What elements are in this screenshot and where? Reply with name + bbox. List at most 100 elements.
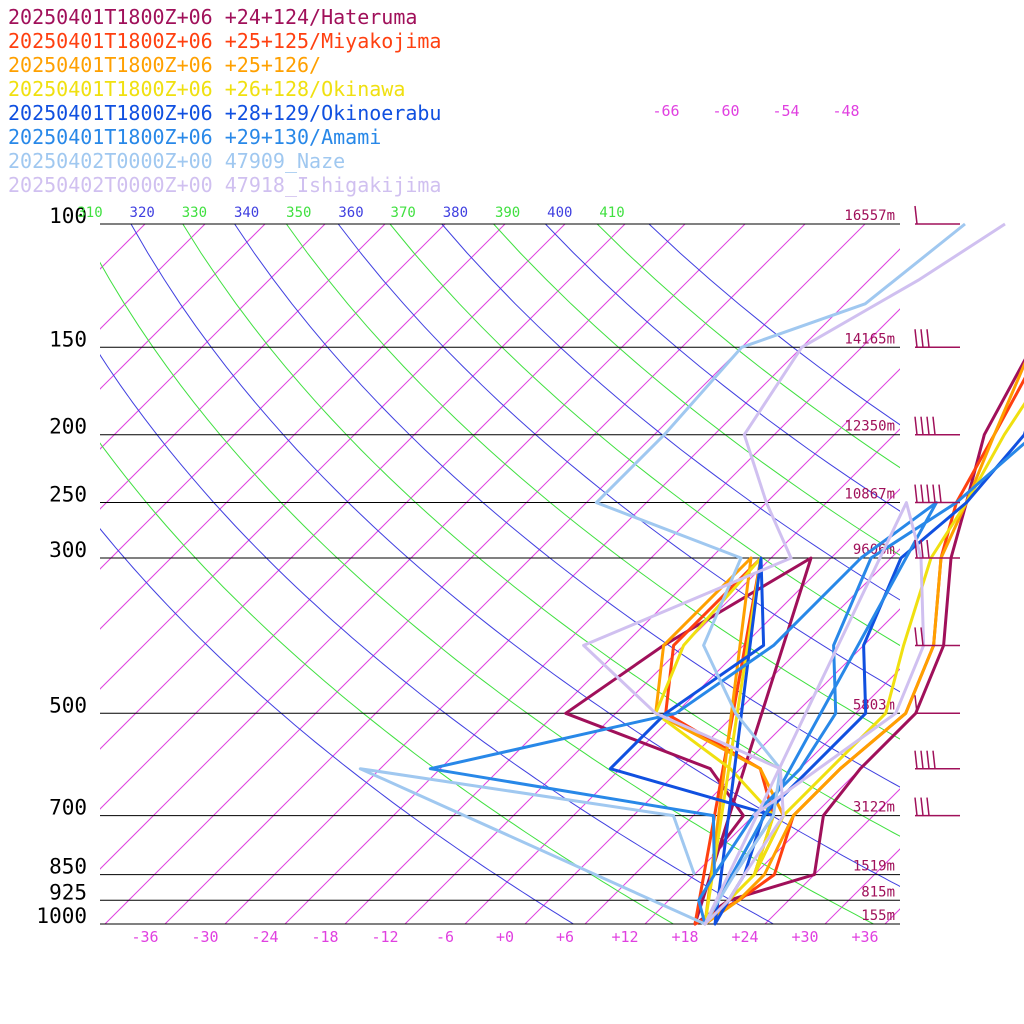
- wind-barb-feather: [914, 329, 918, 348]
- temperature-tick-label: -12: [371, 928, 398, 946]
- wind-barb-feather: [932, 484, 936, 503]
- legend-entry: 20250401T1800Z+06 +24+124/Hateruma: [8, 5, 417, 29]
- wind-barb-feather: [932, 750, 936, 769]
- isotherm-line: [224, 248, 900, 924]
- isotherm-line: [164, 224, 866, 924]
- isotherm-line: [945, 224, 1024, 924]
- top-axis-labels: 310 320 330 340 350 360 370 380 390 400 410 -66 -60 -…: [77, 102, 859, 221]
- wind-barb-feather: [914, 750, 918, 769]
- height-label: 10867m: [844, 487, 895, 503]
- temperature-tick-label: +0: [496, 928, 514, 946]
- pressure-lines: 100 16557m 150 14165m 200 12350m 250 10867m 300 9…: [36, 204, 900, 928]
- wind-barb-feather: [920, 416, 924, 435]
- height-label: 16557m: [844, 208, 895, 224]
- isotherm-lines: [100, 224, 1024, 924]
- temperature-tick-label: -36: [131, 928, 158, 946]
- pressure-label: 100: [49, 204, 87, 228]
- pressure-label: 500: [49, 693, 87, 717]
- legend-entry: 20250401T1800Z+06 +25+125/Miyakojima: [8, 29, 441, 53]
- pressure-label: 925: [49, 880, 87, 904]
- dry-adiabat-line: [100, 442, 674, 924]
- wind-barb-feather: [914, 539, 918, 559]
- isotherm-line: [884, 908, 900, 924]
- isotherm-line: [704, 728, 900, 924]
- pressure-label: 200: [49, 415, 87, 439]
- wind-barb-feather: [920, 539, 924, 559]
- pressure-label: 150: [49, 327, 87, 351]
- isotherm-label: -66: [652, 102, 679, 120]
- sounding-trace: [428, 441, 1024, 926]
- temperature-axis: -36 -30 -24 -18 -12 -6 +0 +6 +12 +18 +24 +30 +36: [131, 928, 878, 946]
- isotherm-line: [100, 224, 446, 570]
- isotherm-line: [100, 224, 206, 330]
- height-label: 14165m: [844, 331, 895, 347]
- isotherm-line: [524, 548, 900, 924]
- wind-barb-feather: [926, 416, 930, 435]
- wind-barb-feather: [914, 416, 918, 435]
- wind-barb-feather: [932, 416, 936, 435]
- sounding-trace: [654, 361, 1024, 926]
- isotherm-line: [104, 224, 806, 924]
- legend-entry: 20250402T0000Z+00 47909_Naze: [8, 149, 345, 173]
- isotherm-line: [1005, 224, 1024, 924]
- isotherm-line: [584, 608, 900, 924]
- temperature-tick-label: -18: [311, 928, 338, 946]
- sounding-trace: [582, 222, 1006, 926]
- temperature-tick-label: +18: [671, 928, 698, 946]
- theta-label: 390: [495, 205, 520, 221]
- isotherm-label: -48: [832, 102, 859, 120]
- isotherm-line: [100, 224, 686, 810]
- wind-barb-feather: [926, 539, 930, 559]
- isotherm-line: [100, 224, 626, 750]
- sounding-trace: [608, 430, 1024, 926]
- wind-barb-feather: [926, 329, 930, 348]
- theta-label: 400: [547, 205, 572, 221]
- height-label: 12350m: [844, 419, 895, 435]
- pressure-label: 850: [49, 855, 87, 879]
- wind-barb-feather: [920, 627, 924, 646]
- legend-entry: 20250401T1800Z+06 +29+130/Amami: [8, 125, 381, 149]
- wind-barb-feather: [920, 797, 924, 816]
- dry-adiabat-line: [648, 224, 900, 426]
- legend-entry: 20250401T1800Z+06 +26+128/Okinawa: [8, 77, 405, 101]
- theta-label: 380: [443, 205, 468, 221]
- height-label: 3122m: [853, 800, 895, 816]
- isotherm-line: [284, 308, 900, 924]
- isotherm-line: [100, 224, 566, 690]
- wind-barb-feather: [926, 797, 930, 816]
- theta-label: 410: [599, 205, 624, 221]
- wind-barb-feather: [920, 329, 924, 348]
- wind-barb-feather: [914, 205, 918, 225]
- theta-label: 350: [286, 205, 311, 221]
- wind-barb-feather: [920, 750, 924, 769]
- sounding-trace: [654, 401, 1024, 926]
- sounding-trace: [564, 358, 1024, 926]
- isotherm-line: [100, 224, 266, 390]
- legend-entry: 20250401T1800Z+06 +25+126/: [8, 53, 321, 77]
- legend: 20250401T1800Z+06 +24+124/Hateruma202504…: [8, 5, 441, 197]
- wind-barb-feather: [938, 484, 942, 503]
- theta-label: 360: [338, 205, 363, 221]
- isotherm-label: -60: [712, 102, 739, 120]
- sounding-series: [358, 222, 1024, 926]
- isotherm-line: [100, 224, 326, 450]
- theta-label: 370: [391, 205, 416, 221]
- wind-barb-feather: [914, 797, 918, 816]
- pressure-label: 700: [49, 796, 87, 820]
- pressure-label: 1000: [36, 904, 87, 928]
- wind-barb-feather: [926, 484, 930, 503]
- wind-barbs: [914, 205, 960, 817]
- isotherm-label: -54: [772, 102, 799, 120]
- legend-entry: 20250401T1800Z+06 +28+129/Okinoerabu: [8, 101, 441, 125]
- dry-adiabat-line: [130, 224, 900, 887]
- theta-label: 330: [182, 205, 207, 221]
- temperature-tick-label: +30: [791, 928, 818, 946]
- temperature-tick-label: -30: [191, 928, 218, 946]
- wind-barb-feather: [914, 695, 918, 714]
- sounding-trace: [358, 222, 966, 926]
- theta-label: 310: [77, 205, 102, 221]
- temperature-tick-label: +6: [556, 928, 574, 946]
- wind-barb-feather: [914, 484, 918, 503]
- theta-label: 320: [130, 205, 155, 221]
